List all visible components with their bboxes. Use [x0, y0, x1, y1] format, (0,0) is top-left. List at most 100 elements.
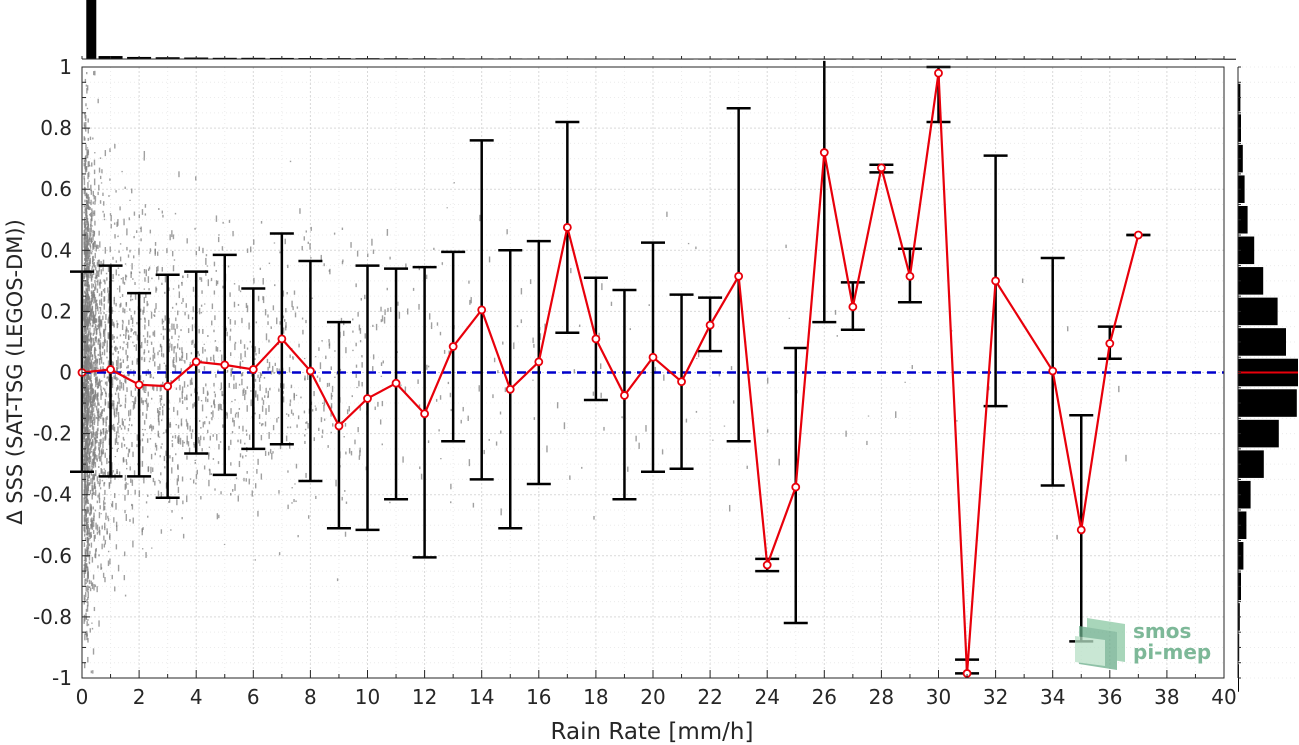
- scatter-point: [255, 353, 257, 356]
- scatter-point: [240, 339, 242, 344]
- scatter-point: [93, 606, 96, 612]
- scatter-point: [92, 233, 94, 241]
- scatter-point: [213, 329, 215, 333]
- scatter-point: [89, 332, 92, 340]
- scatter-point: [96, 386, 99, 389]
- scatter-point: [176, 323, 178, 329]
- scatter-point: [119, 243, 122, 245]
- scatter-point: [245, 302, 248, 308]
- scatter-point: [193, 343, 196, 348]
- scatter-point: [144, 213, 147, 216]
- scatter-point: [176, 478, 179, 486]
- scatter-point: [85, 154, 87, 159]
- scatter-point: [91, 283, 93, 289]
- scatter-point: [86, 307, 88, 314]
- scatter-point: [219, 388, 222, 391]
- scatter-point: [190, 377, 193, 385]
- scatter-point: [85, 509, 87, 517]
- scatter-point: [142, 446, 144, 454]
- scatter-point: [87, 384, 90, 391]
- scatter-point: [263, 376, 266, 379]
- scatter-point: [103, 329, 106, 332]
- scatter-point: [86, 426, 88, 432]
- scatter-point: [288, 367, 291, 373]
- scatter-point: [111, 471, 113, 478]
- scatter-point: [371, 238, 373, 246]
- scatter-point: [283, 383, 285, 389]
- scatter-point: [340, 317, 343, 322]
- scatter-point: [142, 433, 145, 437]
- scatter-point: [299, 208, 301, 214]
- scatter-point: [334, 376, 336, 378]
- scatter-point: [210, 405, 213, 408]
- scatter-point: [86, 532, 88, 534]
- scatter-point: [152, 354, 154, 362]
- scatter-point: [87, 530, 89, 535]
- scatter-point: [119, 303, 121, 308]
- scatter-point: [111, 503, 113, 507]
- scatter-point: [106, 457, 108, 464]
- scatter-point: [122, 359, 125, 363]
- scatter-point: [102, 289, 105, 292]
- scatter-point: [254, 358, 256, 360]
- scatter-point: [245, 455, 247, 457]
- scatter-point: [441, 262, 444, 265]
- scatter-point: [94, 509, 97, 512]
- x-axis-label: Rain Rate [mm/h]: [551, 719, 754, 745]
- scatter-point: [147, 268, 150, 271]
- scatter-point: [102, 362, 105, 365]
- scatter-point: [143, 477, 145, 484]
- scatter-point: [87, 392, 89, 396]
- scatter-point: [92, 485, 94, 491]
- scatter-point: [104, 282, 106, 285]
- scatter-point: [99, 505, 101, 510]
- scatter-point: [246, 305, 249, 313]
- scatter-point: [119, 362, 121, 369]
- scatter-point: [171, 440, 173, 442]
- scatter-point: [104, 388, 106, 392]
- scatter-point: [91, 404, 93, 411]
- scatter-point: [155, 286, 157, 293]
- scatter-point: [174, 212, 177, 215]
- scatter-point: [94, 252, 96, 259]
- scatter-point: [186, 421, 188, 427]
- scatter-point: [84, 357, 87, 363]
- scatter-point: [98, 620, 100, 627]
- scatter-point: [85, 310, 87, 318]
- scatter-point: [90, 199, 92, 206]
- scatter-point: [149, 248, 152, 253]
- scatter-point: [254, 559, 256, 561]
- scatter-point: [85, 334, 88, 336]
- scatter-point: [145, 413, 148, 419]
- scatter-point: [84, 257, 87, 264]
- scatter-point: [85, 280, 87, 287]
- scatter-point: [171, 443, 174, 448]
- scatter-point: [84, 445, 86, 450]
- scatter-point: [86, 378, 88, 385]
- y-tick-label: 0.6: [40, 177, 72, 201]
- scatter-point: [95, 470, 97, 477]
- scatter-point: [439, 331, 442, 336]
- scatter-point: [295, 394, 298, 396]
- scatter-point: [278, 388, 280, 392]
- scatter-point: [91, 396, 94, 402]
- scatter-point: [85, 379, 87, 381]
- scatter-point: [116, 322, 119, 329]
- scatter-point: [195, 176, 197, 181]
- scatter-point: [95, 318, 97, 323]
- scatter-point: [98, 492, 101, 500]
- scatter-point: [85, 357, 87, 359]
- x-tick-label: 8: [304, 685, 317, 709]
- scatter-point: [83, 376, 86, 382]
- scatter-point: [89, 586, 91, 588]
- scatter-point: [97, 408, 100, 414]
- scatter-point: [488, 438, 490, 441]
- scatter-point: [259, 372, 262, 379]
- scatter-point: [94, 286, 96, 292]
- mean-point: [248, 365, 258, 374]
- scatter-point: [124, 494, 126, 501]
- scatter-point: [147, 402, 149, 408]
- scatter-point: [427, 440, 430, 444]
- scatter-point: [104, 401, 107, 405]
- scatter-point: [142, 309, 144, 315]
